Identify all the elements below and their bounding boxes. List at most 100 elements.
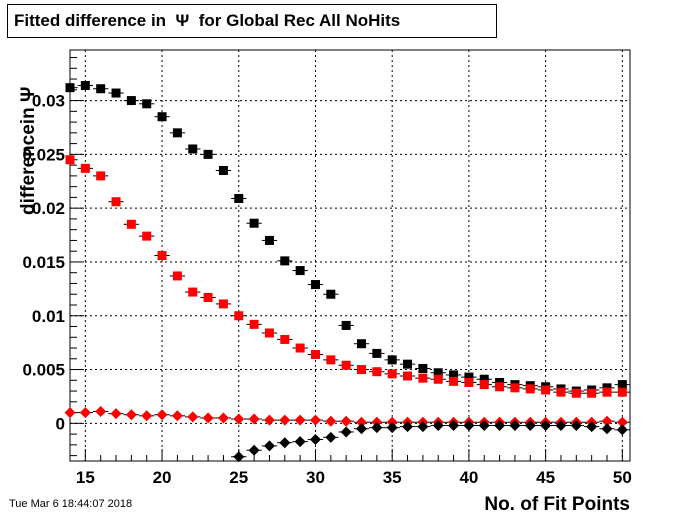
data-point-square xyxy=(403,359,413,369)
data-point-square xyxy=(310,349,320,359)
data-point-diamond xyxy=(463,419,475,431)
data-point-diamond xyxy=(263,414,275,426)
data-point-diamond xyxy=(309,433,321,445)
data-point-diamond xyxy=(340,415,352,427)
data-point-square xyxy=(157,251,167,260)
y-tick-label: 0.01 xyxy=(32,307,65,326)
data-point-square xyxy=(617,380,627,390)
y-tick-label: 0 xyxy=(56,414,65,433)
x-tick-label: 15 xyxy=(76,468,95,487)
data-point-diamond xyxy=(110,408,122,420)
data-point-diamond xyxy=(279,414,291,426)
data-point-square xyxy=(80,81,90,91)
data-point-diamond xyxy=(248,444,260,456)
data-point-square xyxy=(249,218,259,228)
data-point-square xyxy=(403,371,413,381)
data-point-square xyxy=(479,374,489,384)
data-point-square xyxy=(172,271,182,281)
data-point-diamond xyxy=(586,421,598,433)
data-point-square xyxy=(571,388,581,398)
x-tick-label: 50 xyxy=(613,468,632,487)
y-tick-label: 0.015 xyxy=(22,253,65,272)
data-point-square xyxy=(556,387,566,397)
data-point-square xyxy=(418,373,428,383)
data-point-square xyxy=(65,155,75,165)
data-point-diamond xyxy=(171,410,183,422)
data-point-square xyxy=(310,280,320,290)
data-point-diamond xyxy=(156,409,168,421)
data-point-square xyxy=(111,88,121,98)
x-tick-label: 30 xyxy=(306,468,325,487)
data-points xyxy=(64,81,630,463)
x-tick-label: 25 xyxy=(229,468,248,487)
data-point-diamond xyxy=(417,421,429,433)
data-point-square xyxy=(142,231,152,241)
data-point-diamond xyxy=(325,415,337,427)
data-point-diamond xyxy=(141,410,153,422)
data-point-square xyxy=(357,339,367,349)
data-point-square xyxy=(602,387,612,397)
data-point-diamond xyxy=(601,415,613,427)
data-point-diamond xyxy=(494,419,506,431)
data-point-diamond xyxy=(371,422,383,434)
data-point-diamond xyxy=(202,412,214,424)
grid xyxy=(70,50,630,461)
data-point-square xyxy=(587,388,597,398)
data-point-square xyxy=(357,365,367,375)
data-point-square xyxy=(387,355,397,365)
data-point-square xyxy=(234,193,244,203)
tick-labels: 15 20 25 30 35 40 45 50 0 0.005 0.01 0.015 0.02 0.025… xyxy=(22,92,631,487)
data-point-square xyxy=(510,383,520,393)
data-point-diamond xyxy=(248,413,260,425)
data-point-square xyxy=(495,382,505,392)
data-point-square xyxy=(172,128,182,138)
data-point-square xyxy=(142,99,152,109)
data-point-square xyxy=(541,385,551,395)
data-point-diamond xyxy=(294,436,306,448)
data-point-square xyxy=(433,374,443,384)
data-point-diamond xyxy=(432,419,444,431)
footer-timestamp: Tue Mar 6 18:44:07 2018 xyxy=(9,498,133,510)
data-point-diamond xyxy=(95,406,107,418)
data-point-diamond xyxy=(125,409,137,421)
data-point-diamond xyxy=(478,419,490,431)
data-point-diamond xyxy=(386,422,398,434)
data-point-square xyxy=(249,319,259,329)
data-point-diamond xyxy=(325,431,337,443)
data-point-square xyxy=(418,363,428,373)
data-point-square xyxy=(65,83,75,93)
data-point-square xyxy=(96,171,106,181)
data-point-diamond xyxy=(79,407,91,419)
data-point-square xyxy=(525,384,535,394)
data-point-square xyxy=(341,360,351,370)
data-point-square xyxy=(372,348,382,358)
data-point-diamond xyxy=(356,416,368,428)
data-point-square xyxy=(372,367,382,377)
data-point-square xyxy=(264,328,274,338)
data-point-square xyxy=(264,235,274,245)
data-point-square xyxy=(433,368,443,378)
data-point-square xyxy=(479,380,489,390)
data-point-diamond xyxy=(294,414,306,426)
data-point-square xyxy=(341,320,351,330)
data-point-square xyxy=(80,163,90,173)
data-point-square xyxy=(126,219,136,229)
data-point-diamond xyxy=(555,419,567,431)
y-axis-label: differencein Ψ xyxy=(18,87,39,215)
data-point-square xyxy=(218,166,228,176)
y-tick-label: 0.025 xyxy=(22,145,65,164)
data-point-diamond xyxy=(233,451,245,463)
data-point-diamond xyxy=(64,407,76,419)
data-point-square xyxy=(203,149,213,159)
data-point-square xyxy=(295,266,305,276)
data-point-diamond xyxy=(187,411,199,423)
data-point-square xyxy=(188,287,198,297)
data-point-diamond xyxy=(524,419,536,431)
chart-title: Fitted difference in Ψ for Global Rec Al… xyxy=(14,11,401,30)
data-point-square xyxy=(326,289,336,299)
data-point-square xyxy=(218,299,228,309)
data-point-square xyxy=(234,311,244,321)
data-point-square xyxy=(464,377,474,387)
data-point-diamond xyxy=(340,426,352,438)
